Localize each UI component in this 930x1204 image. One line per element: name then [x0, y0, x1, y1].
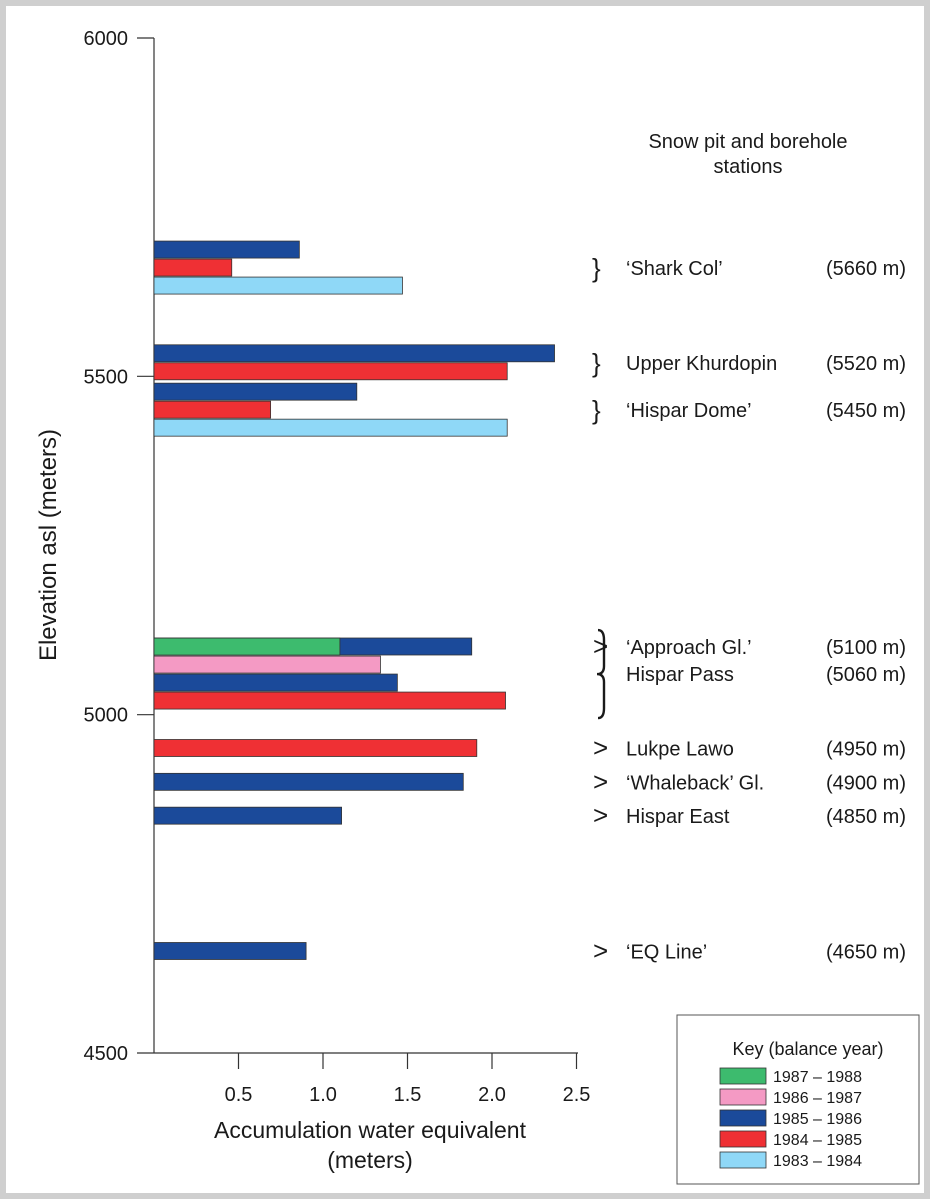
bar	[153, 344, 555, 363]
station-name: ‘Approach Gl.’	[626, 637, 752, 659]
station-pointer-icon: >	[593, 800, 608, 830]
station-name: ‘Hispar Dome’	[626, 400, 752, 422]
bar	[153, 382, 358, 401]
y-ticks: 4500 5000 5500 6000	[84, 28, 154, 1065]
y-axis-label: Elevation asl (meters)	[35, 429, 62, 661]
legend-swatch	[719, 1151, 767, 1169]
station-labels: } ‘Shark Col’ (5660 m)} Upper Khurdopin (552…	[592, 253, 906, 965]
station-brace-icon	[596, 628, 606, 720]
bar	[153, 637, 341, 656]
station-name: ‘Whaleback’ Gl.	[626, 772, 764, 794]
x-tick-label: 1.5	[394, 1084, 422, 1106]
bar	[153, 942, 307, 960]
station-elevation: (4950 m)	[826, 739, 906, 761]
station-elevation: (5060 m)	[826, 664, 906, 686]
bar	[153, 258, 233, 277]
station-name: Hispar East	[626, 806, 730, 828]
x-axis-label-line2: (meters)	[327, 1147, 413, 1173]
x-tick-label: 2.5	[563, 1084, 591, 1106]
legend-label: 1987 – 1988	[773, 1069, 862, 1086]
bars	[153, 240, 555, 960]
station-elevation: (5520 m)	[826, 353, 906, 375]
x-tick-label: 0.5	[225, 1084, 253, 1106]
legend-label: 1983 – 1984	[773, 1153, 862, 1170]
x-axis-label-line1: Accumulation water equivalent	[214, 1117, 527, 1143]
bar	[153, 240, 300, 259]
legend: Key (balance year) 1987 – 1988 1986 – 198…	[676, 1014, 920, 1185]
bar	[153, 806, 342, 825]
legend-swatch	[719, 1109, 767, 1127]
y-tick-label: 4500	[84, 1043, 129, 1065]
station-brace-icon: }	[592, 348, 601, 378]
bar	[153, 739, 478, 757]
legend-swatch	[719, 1130, 767, 1148]
legend-label: 1984 – 1985	[773, 1132, 862, 1149]
station-elevation: (5100 m)	[826, 637, 906, 659]
station-pointer-icon: >	[593, 733, 608, 763]
y-tick-label: 5000	[84, 705, 129, 727]
bar	[153, 418, 508, 437]
station-name: ‘EQ Line’	[626, 942, 707, 964]
station-name: Lukpe Lawo	[626, 739, 734, 761]
legend-swatch	[719, 1088, 767, 1106]
bar	[153, 673, 398, 692]
axes: 4500 5000 5500 6000 0.5 1.0 1.5 2.0 2.5 Elevati…	[35, 28, 590, 1173]
station-elevation: (4650 m)	[826, 942, 906, 964]
station-brace-icon: }	[592, 253, 601, 283]
legend-label: 1986 – 1987	[773, 1090, 862, 1107]
stations-title-line1: Snow pit and borehole	[648, 131, 847, 153]
station-pointer-icon: >	[593, 936, 608, 966]
station-brace-icon: }	[592, 395, 601, 425]
bar	[153, 276, 403, 295]
station-elevation: (5660 m)	[826, 258, 906, 280]
bar	[153, 691, 506, 710]
station-elevation: (5450 m)	[826, 400, 906, 422]
legend-box	[676, 1014, 920, 1185]
legend-label: 1985 – 1986	[773, 1111, 862, 1128]
legend-swatch	[719, 1067, 767, 1085]
station-name: Hispar Pass	[626, 664, 734, 686]
stations-title-line2: stations	[714, 156, 783, 178]
legend-title: Key (balance year)	[732, 1039, 883, 1059]
station-name: Upper Khurdopin	[626, 353, 777, 375]
x-tick-label: 2.0	[478, 1084, 506, 1106]
y-tick-label: 6000	[84, 28, 129, 50]
x-ticks: 0.5 1.0 1.5 2.0 2.5	[225, 1053, 591, 1106]
y-tick-label: 5500	[84, 366, 129, 388]
bar	[153, 400, 272, 419]
bar	[153, 655, 381, 674]
station-pointer-icon: >	[593, 631, 608, 661]
station-elevation: (4900 m)	[826, 772, 906, 794]
station-name: ‘Shark Col’	[626, 258, 723, 280]
station-elevation: (4850 m)	[826, 806, 906, 828]
station-pointer-icon: >	[593, 766, 608, 796]
bar	[153, 772, 464, 791]
bar	[153, 362, 508, 381]
x-tick-label: 1.0	[309, 1084, 337, 1106]
